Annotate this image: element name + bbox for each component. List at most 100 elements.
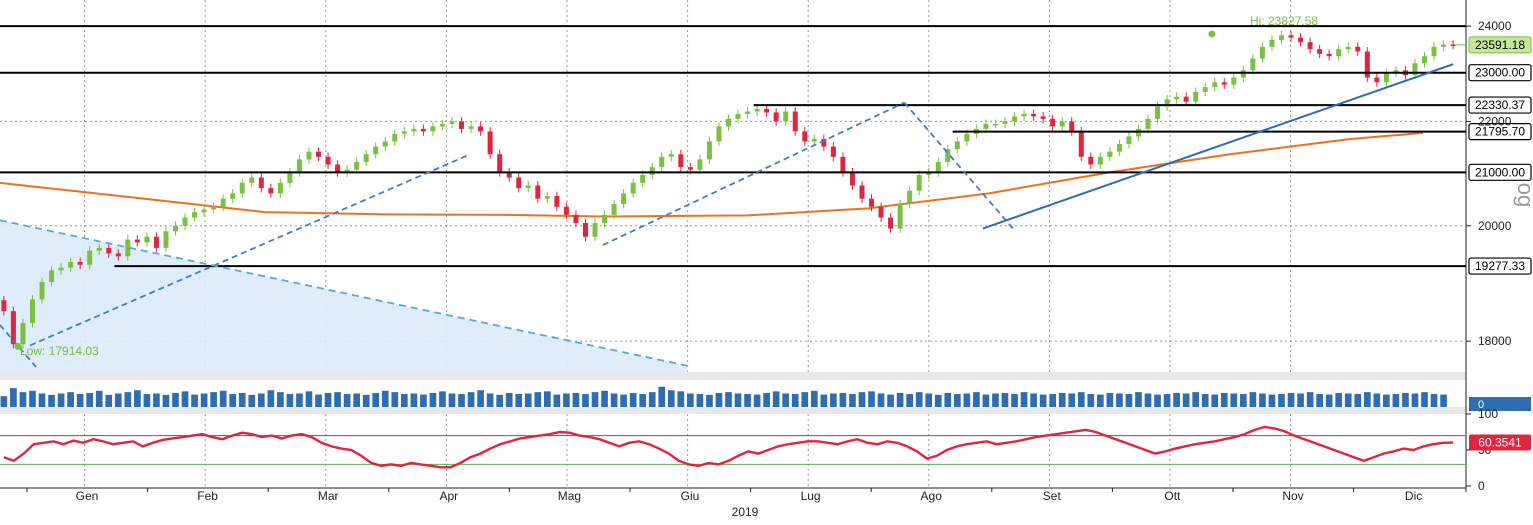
volume-bar [1058,392,1066,407]
volume-bar [658,386,666,407]
candle-body [77,261,83,265]
candle-body [1,300,7,312]
candle-body [1021,113,1027,117]
volume-bar [191,394,198,407]
high-marker [1208,30,1216,38]
volume-bar [591,392,599,407]
candle-body [192,212,198,218]
candle-body [1326,53,1332,57]
volume-bar [429,392,437,407]
volume-bar [715,392,723,407]
x-year-label: 2019 [732,505,759,519]
candle-body [582,223,588,237]
candle-body [1155,106,1161,119]
candle-body [735,113,741,119]
volume-bar [181,391,189,407]
volume-label: 0 [1478,399,1484,411]
high-label: Hi: 23827.58 [1250,14,1318,28]
candle-body [449,121,455,124]
candle-body [1040,116,1046,119]
volume-bar [362,394,370,407]
volume-bar [76,394,84,407]
candle-body [1212,82,1218,88]
candle-body [1278,35,1284,40]
volume-bar [1173,392,1180,407]
volume-bar [953,394,961,407]
candle-body [325,156,331,165]
candle-body [573,214,579,224]
candle-body [1298,37,1304,43]
candle-body [544,196,550,199]
volume-bar [1039,394,1047,407]
candle-body [697,159,703,170]
volume-bar [248,394,256,407]
volume-bar [1335,392,1343,407]
volume-bar [381,390,389,407]
volume-bar [687,393,694,407]
candle-body [58,267,64,271]
candle-body [430,126,436,132]
volume-bar [877,393,885,407]
volume-bar [19,392,27,407]
candle-body [821,138,827,147]
rsi-tick-label: 0 [1478,479,1485,493]
candle-body [39,281,45,300]
volume-bar [420,394,427,407]
candle-body [439,123,445,127]
candle-body [1374,77,1380,83]
rsi-line [3,425,1454,469]
candle-body [1174,96,1180,100]
volume-bar [1316,394,1323,407]
candle-body [1012,116,1018,122]
volume-bar [1354,394,1362,407]
volume-bar [830,393,837,407]
volume-bar [95,390,103,407]
candle-body [840,156,846,173]
candle-body [649,167,655,175]
volume-bar [725,392,732,407]
candle-body [1202,87,1208,92]
levels-layer: 23000.00 22330.37 21795.70 21000.00 19277.33 [0,25,1532,275]
volume-bar [86,392,94,407]
volume-bar [1144,393,1152,407]
candle-body [1250,58,1256,71]
candle-body [249,177,255,183]
candle-body [1307,42,1313,50]
candle-body [773,112,779,122]
candle-body [611,204,617,215]
volume-bar [153,393,160,407]
candle-body [1164,99,1170,107]
candle-body [1450,44,1456,47]
candle-body [935,161,941,173]
candle-body [725,118,731,127]
volume-bar [439,391,446,407]
volume-bar [400,394,408,407]
candle-body [916,174,922,191]
volume-bar [305,391,313,407]
volume-bar [629,392,637,407]
volume-bar [667,390,675,407]
x-month-label: Feb [197,489,218,503]
volume-bar [696,394,704,407]
candle-body [716,126,722,142]
volume-bar [572,392,580,407]
candle-body [602,214,608,224]
candle-body [659,156,665,168]
volume-bar [1096,394,1104,407]
x-month-label: Ott [1164,489,1181,503]
candle-body [516,177,522,189]
candle-body [87,250,93,265]
volume-bar [801,392,809,407]
volume-label-box [1469,397,1531,411]
volume-bar [1392,394,1400,407]
candle-body [1116,144,1122,152]
candle-body [802,131,808,142]
volume-bar [143,394,151,407]
volume-bar [1249,392,1257,407]
volume-bar [267,390,275,407]
volume-bar [973,392,980,407]
candle-body [1193,91,1199,102]
candle-body [1288,35,1294,38]
candle-body [68,261,74,268]
